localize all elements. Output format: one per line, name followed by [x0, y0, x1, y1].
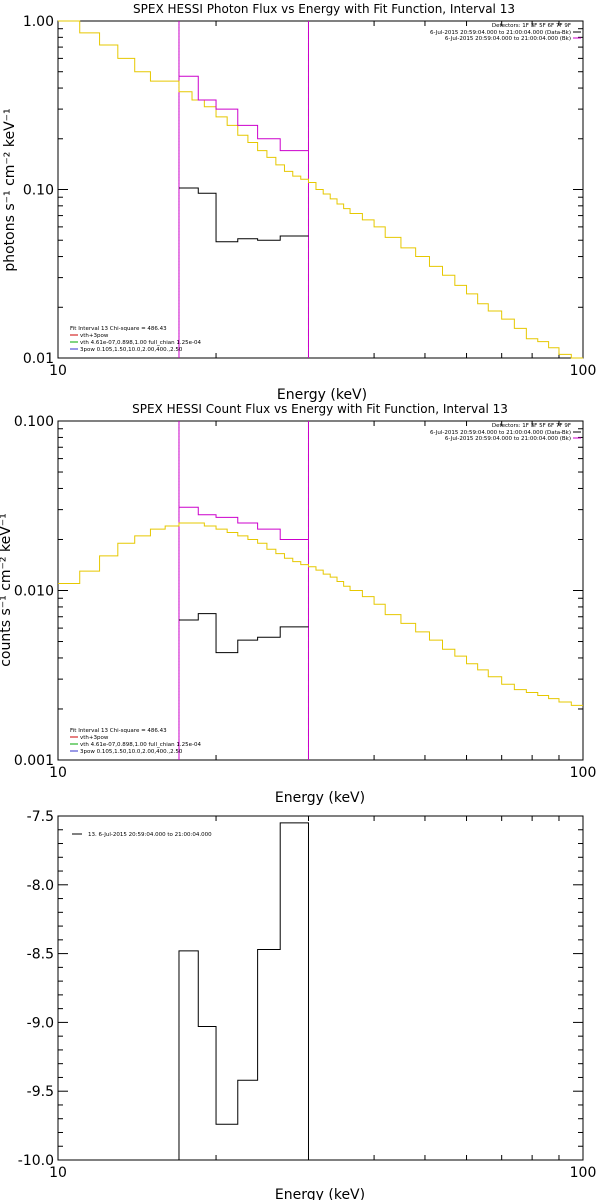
panel3-xlabel: Energy (keV) [275, 1187, 365, 1200]
y-tick-label: -7.5 [27, 809, 54, 825]
series-line [58, 20, 583, 359]
y-tick-label: 1.00 [23, 14, 54, 30]
series-line [58, 522, 583, 706]
y-tick-label: 0.010 [14, 584, 54, 600]
photon-flux-panel: SPEX HESSI Photon Flux vs Energy with Fi… [2, 2, 596, 403]
legend-entry-label: 6-Jul-2015 20:59:04.000 to 21:00:04.000 … [445, 436, 571, 442]
legend-fit-label: vth+3pow [80, 735, 109, 741]
series-line [178, 822, 309, 1160]
series-line [178, 75, 309, 152]
legend-detectors: Detectors: 1F 3F 5F 6F 7F 9F [492, 423, 571, 429]
x-tick-label: 10 [49, 1165, 67, 1181]
legend-fit-label: vth+3pow [80, 333, 109, 339]
legend-fit-label: vth 4.61e-07,0.898,1.00 full_chian 1.25e… [80, 340, 201, 346]
series-line [178, 187, 309, 243]
plot-frame [57, 420, 584, 761]
panel1-xlabel: Energy (keV) [277, 387, 367, 403]
legend-fit-label: 3pow 0.105,1.50,10.0,2.00,400.,2.50 [80, 347, 183, 353]
plot-frame [57, 815, 584, 1161]
legend-detectors: Detectors: 1F 3F 5F 6F 7F 9F [492, 23, 571, 29]
y-tick-label: -8.0 [27, 878, 54, 894]
panel2-xlabel: Energy (keV) [275, 790, 365, 806]
x-tick-label: 100 [570, 1165, 597, 1181]
series-line [178, 506, 309, 540]
y-tick-label: 0.100 [14, 414, 54, 430]
legend-fit-header: Fit Interval 13 Chi-square = 486.43 [70, 728, 167, 734]
legend-fit-label: vth 4.61e-07,0.898,1.00 full_chian 1.25e… [80, 742, 201, 748]
panel1-ylabel: photons s⁻¹ cm⁻² keV⁻¹ [2, 108, 18, 271]
x-tick-label: 10 [49, 363, 67, 379]
panel2-ylabel: counts s⁻¹ cm⁻² keV⁻¹ [0, 513, 14, 667]
legend-entry-label: 6-Jul-2015 20:59:04.000 to 21:00:04.000 … [430, 430, 571, 436]
legend-entry-label: 6-Jul-2015 20:59:04.000 to 21:00:04.000 … [445, 36, 571, 42]
x-tick-label: 10 [49, 765, 67, 781]
y-tick-label: -9.5 [27, 1084, 54, 1100]
y-tick-label: 0.10 [23, 183, 54, 199]
series-line [178, 613, 309, 654]
y-tick-label: 0.01 [23, 351, 54, 367]
legend-fit-label: 3pow 0.105,1.50,10.0,2.00,400.,2.50 [80, 749, 183, 755]
y-tick-label: -8.5 [27, 947, 54, 963]
y-tick-label: -10.0 [18, 1153, 54, 1169]
legend-label: 13. 6-Jul-2015 20:59:04.000 to 21:00:04.… [88, 832, 212, 838]
x-tick-label: 100 [570, 765, 597, 781]
panel2-title: SPEX HESSI Count Flux vs Energy with Fit… [132, 402, 508, 416]
count-flux-panel: SPEX HESSI Count Flux vs Energy with Fit… [0, 402, 596, 806]
residuals-panel: 10 100 -10.0 -9.5 -9.0 -8.5 -8.0 -7.5 13. 6-Jul-… [18, 809, 597, 1200]
y-tick-label: 0.001 [14, 753, 54, 769]
y-tick-label: -9.0 [27, 1015, 54, 1031]
x-tick-label: 100 [570, 363, 597, 379]
legend-fit-header: Fit Interval 13 Chi-square = 486.43 [70, 326, 167, 332]
legend-entry-label: 6-Jul-2015 20:59:04.000 to 21:00:04.000 … [430, 30, 571, 36]
panel1-title: SPEX HESSI Photon Flux vs Energy with Fi… [133, 2, 515, 16]
